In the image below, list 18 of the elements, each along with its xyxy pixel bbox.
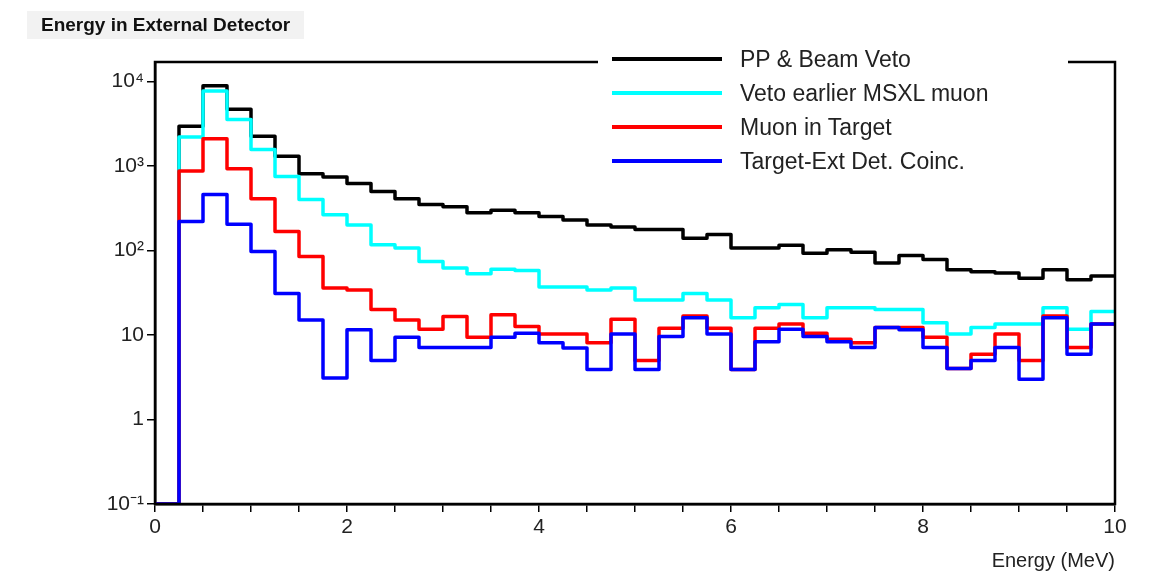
- legend-label: Target-Ext Det. Coinc.: [740, 147, 965, 175]
- x-tick-label: 4: [533, 514, 546, 538]
- x-tick-label: 2: [341, 514, 353, 538]
- y-tick-label: 10⁻¹: [106, 490, 144, 514]
- legend-label: Muon in Target: [740, 113, 892, 141]
- x-tick-label: 0: [149, 514, 161, 538]
- x-tick-label: 8: [917, 514, 929, 538]
- legend-label: PP & Beam Veto: [740, 45, 911, 73]
- y-tick-label: 1: [132, 406, 144, 430]
- chart-title: Energy in External Detector: [27, 11, 305, 39]
- x-tick-label: 6: [725, 514, 737, 538]
- y-tick-label: 10²: [113, 237, 144, 261]
- legend-label: Veto earlier MSXL muon: [740, 79, 989, 107]
- x-tick-label: 10: [1103, 514, 1127, 538]
- y-tick-label: 10³: [113, 152, 144, 176]
- x-axis-title: Energy (MeV): [991, 548, 1115, 571]
- y-tick-label: 10: [120, 321, 144, 345]
- y-tick-label: 10⁴: [111, 68, 144, 92]
